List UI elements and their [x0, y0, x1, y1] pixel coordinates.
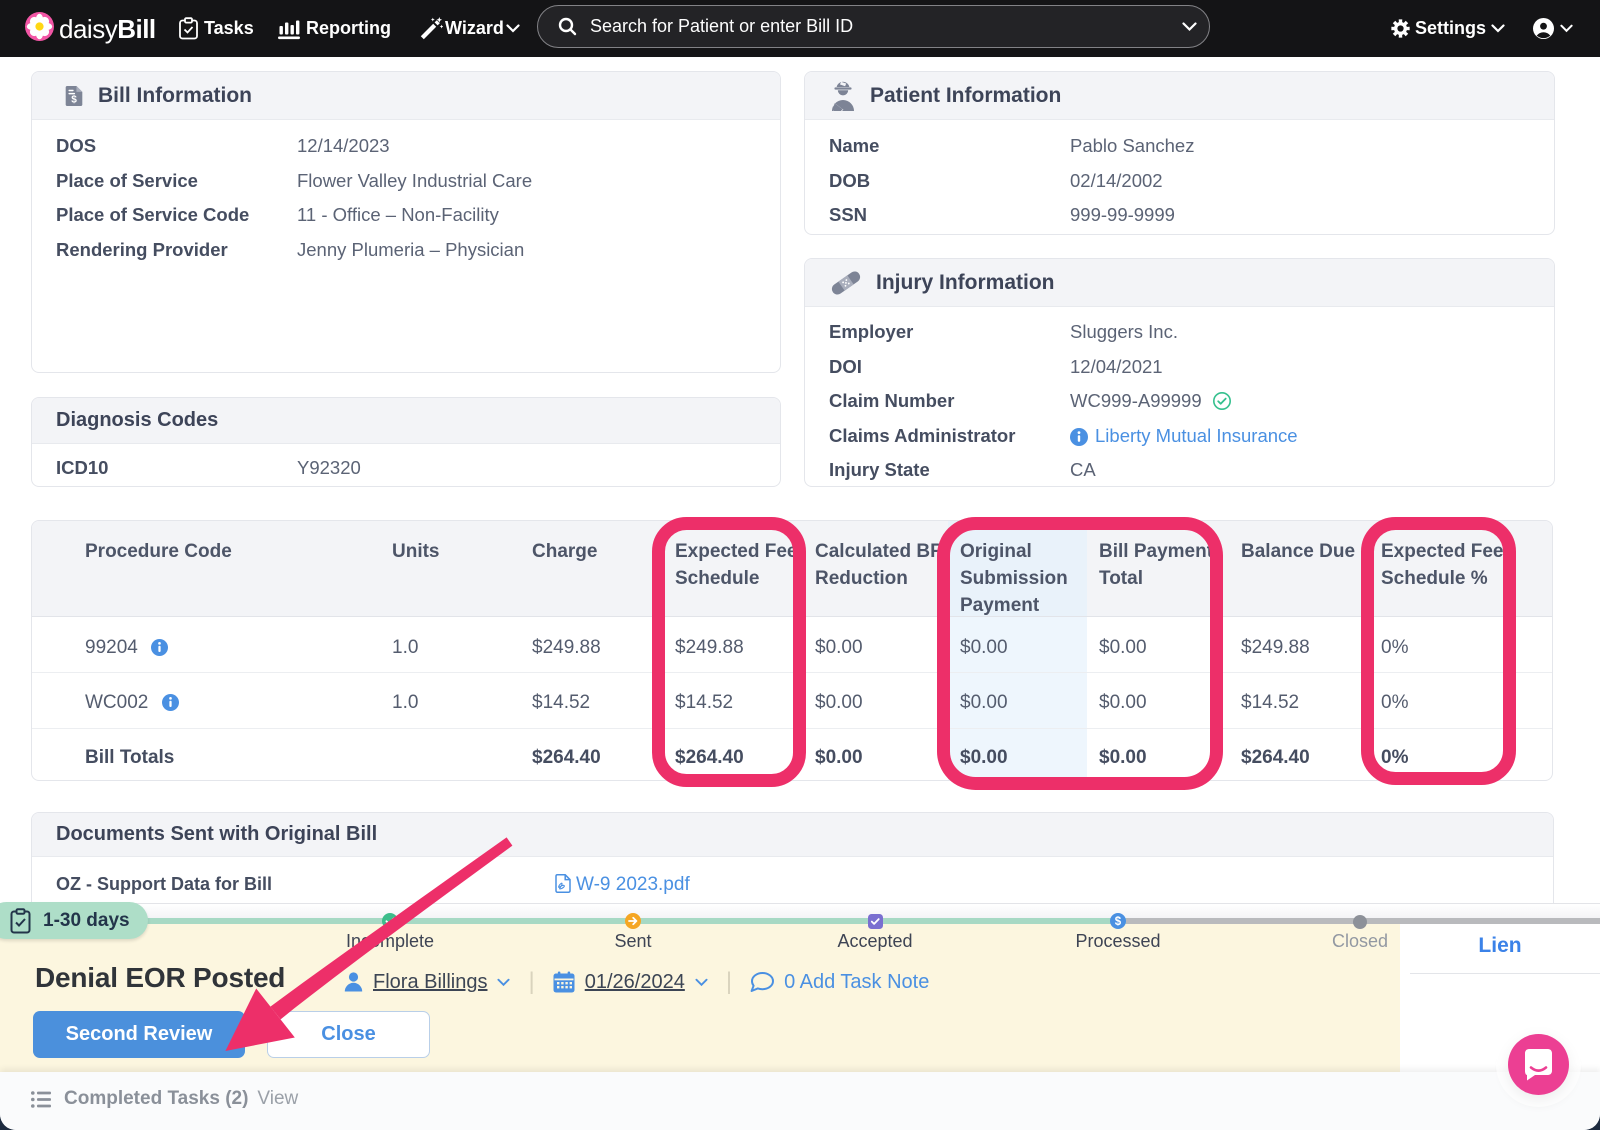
svg-text:$: $	[1115, 916, 1122, 928]
svg-text:$: $	[71, 94, 77, 105]
